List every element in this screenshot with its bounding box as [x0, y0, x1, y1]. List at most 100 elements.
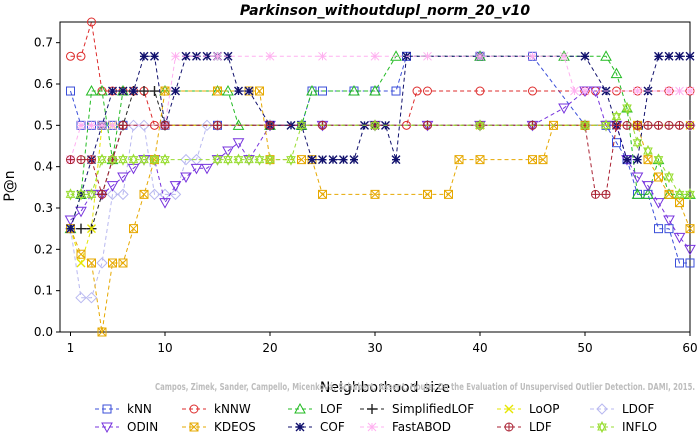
- series-ldf: [66, 120, 695, 199]
- data-point-kdeos: [255, 86, 264, 96]
- data-point-cof: [139, 51, 149, 61]
- data-point-inflo: [128, 153, 139, 164]
- data-point-cof: [202, 51, 212, 61]
- plot-frame: [59, 21, 691, 333]
- data-point-inflo: [286, 156, 296, 166]
- data-point-ldf: [675, 121, 684, 130]
- data-point-fastabod: [171, 51, 180, 61]
- data-point-odin: [117, 172, 129, 184]
- data-point-kdeos: [97, 327, 107, 337]
- legend-label-cof: COF: [320, 420, 345, 434]
- data-point-inflo: [160, 153, 170, 164]
- data-point-ldf: [602, 190, 610, 199]
- data-point-kdeos: [654, 172, 663, 182]
- data-point-fastabod: [213, 51, 222, 61]
- data-point-inflo: [149, 156, 160, 166]
- data-point-inflo: [643, 144, 653, 155]
- data-point-knnw: [87, 17, 96, 27]
- data-point-cof: [391, 155, 401, 165]
- data-point-ldf: [633, 121, 642, 130]
- data-point-odin: [159, 198, 171, 209]
- data-point-odin: [631, 172, 644, 184]
- legend-item-knnw: kNNW: [182, 402, 251, 416]
- legend-label-ldof: LDOF: [622, 402, 654, 416]
- data-point-inflo: [76, 188, 86, 198]
- series-line-cof: [70, 55, 690, 229]
- data-point-kdeos: [108, 258, 117, 268]
- data-point-inflo: [118, 153, 128, 164]
- data-point-loop: [76, 258, 86, 268]
- data-point-inflo: [580, 121, 590, 132]
- data-point-fastabod: [633, 86, 642, 96]
- data-point-inflo: [212, 153, 223, 164]
- data-point-kdeos: [685, 224, 695, 234]
- data-point-inflo: [139, 153, 149, 164]
- data-point-cof: [664, 51, 674, 61]
- y-tick-label: 0.6: [34, 77, 53, 91]
- data-point-knn: [66, 86, 75, 96]
- legend-item-ldf: LDF: [497, 420, 552, 434]
- data-point-kdeos: [129, 224, 138, 234]
- data-point-ldf: [213, 121, 222, 130]
- data-point-lof: [348, 84, 360, 96]
- data-point-fastabod: [87, 120, 96, 130]
- data-point-kdeos: [475, 155, 485, 165]
- series-line-fastabod: [70, 55, 690, 160]
- legend-label-lof: LOF: [320, 402, 343, 416]
- data-point-inflo: [664, 173, 674, 184]
- data-point-ldf: [686, 121, 694, 130]
- data-point-odin: [169, 181, 182, 192]
- data-point-fastabod: [97, 120, 107, 130]
- data-point-inflo: [107, 153, 118, 164]
- credit-text: Campos, Zimek, Sander, Campello, Micenko…: [155, 381, 695, 393]
- data-point-inflo: [674, 190, 685, 201]
- data-point-ldof: [106, 188, 119, 201]
- legend-item-ldof: LDOF: [590, 402, 654, 416]
- x-tick-label: 50: [577, 341, 592, 355]
- data-point-inflo: [254, 153, 265, 164]
- data-point-inflo: [118, 156, 128, 166]
- data-point-inflo: [475, 119, 485, 129]
- data-point-ldf: [77, 155, 85, 164]
- data-point-knnw: [475, 86, 485, 96]
- data-point-cof: [223, 51, 233, 61]
- data-point-simplifiedlof: [149, 86, 160, 97]
- legend-marker-fastabod: [367, 422, 377, 432]
- data-point-cof: [685, 51, 695, 61]
- data-point-kdeos: [318, 189, 327, 199]
- data-point-knn: [675, 258, 684, 268]
- legend-label-knnw: kNNW: [214, 402, 251, 416]
- data-point-knnw: [76, 51, 86, 61]
- legend-item-knn: kNN: [95, 402, 152, 416]
- x-tick-label: 60: [682, 341, 697, 355]
- data-point-knn: [685, 258, 695, 268]
- data-point-inflo: [265, 153, 275, 164]
- data-point-inflo: [653, 156, 664, 166]
- data-point-inflo: [86, 190, 97, 201]
- y-tick-label: 0.1: [34, 284, 53, 298]
- series-inflo: [65, 101, 695, 201]
- data-point-inflo: [97, 156, 107, 166]
- data-point-inflo: [244, 156, 254, 166]
- data-point-kdeos: [297, 155, 306, 165]
- legend-item-cof: COF: [288, 420, 345, 434]
- data-point-inflo: [685, 188, 695, 198]
- data-point-odin: [684, 244, 696, 256]
- data-point-ldof: [127, 119, 140, 132]
- data-point-knnw: [66, 51, 75, 61]
- data-point-inflo: [685, 190, 695, 201]
- data-point-inflo: [265, 156, 275, 166]
- data-point-inflo: [370, 119, 380, 129]
- data-point-inflo: [254, 156, 265, 166]
- legend-marker-odin: [101, 422, 113, 434]
- data-point-cof: [150, 51, 159, 61]
- data-point-inflo: [622, 104, 632, 115]
- data-point-inflo: [674, 188, 685, 198]
- legend-label-kdeos: KDEOS: [214, 420, 256, 434]
- data-point-ldof: [85, 291, 98, 304]
- y-tick-label: 0.3: [34, 201, 53, 215]
- data-point-fastabod: [423, 51, 432, 61]
- data-point-fastabod: [475, 51, 485, 61]
- legend-label-simplifiedlof: SimplifiedLOF: [392, 402, 474, 416]
- data-point-cof: [580, 51, 590, 61]
